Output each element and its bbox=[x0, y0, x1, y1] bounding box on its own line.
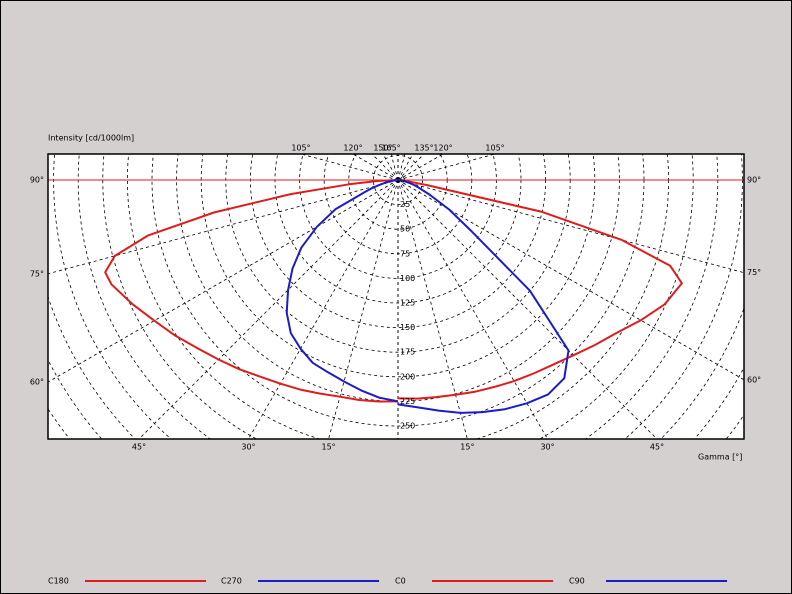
plot-border bbox=[47, 153, 745, 440]
r-tick-label: 200 bbox=[400, 372, 415, 381]
grid-ray-extra bbox=[397, 154, 406, 181]
gamma-tick-label: 120° bbox=[343, 144, 362, 153]
r-tick-label: 250 bbox=[400, 422, 415, 431]
r-tick-label: 50 bbox=[400, 225, 410, 234]
gamma-tick-label: 105° bbox=[291, 144, 310, 153]
gamma-tick-label: 165° bbox=[381, 144, 400, 153]
gamma-tick-label: 75° bbox=[747, 268, 761, 277]
grid-ray bbox=[397, 179, 468, 439]
curve bbox=[104, 179, 399, 403]
curves bbox=[104, 179, 683, 414]
curve bbox=[285, 179, 399, 403]
grid-ray bbox=[397, 154, 425, 181]
r-tick-label: 75 bbox=[400, 249, 410, 258]
r-tick-label: 175 bbox=[400, 348, 415, 357]
r-tick-label: 125 bbox=[400, 299, 415, 308]
grid-ray bbox=[397, 154, 444, 181]
gamma-tick-label: 30° bbox=[241, 443, 255, 452]
x-axis-label: Gamma [°] bbox=[698, 453, 742, 462]
gamma-tick-label: 30° bbox=[540, 443, 554, 452]
gamma-tick-label: 60° bbox=[747, 375, 761, 384]
plot-area bbox=[48, 154, 744, 439]
grid-ray bbox=[48, 179, 399, 383]
legend-label: C0 bbox=[395, 577, 406, 586]
r-tick-label: 225 bbox=[400, 397, 415, 406]
gamma-tick-label: 45° bbox=[132, 443, 146, 452]
grid-ray bbox=[382, 154, 399, 181]
legend-label: C180 bbox=[48, 577, 69, 586]
r-tick-label: 150 bbox=[400, 323, 415, 332]
legend-label: C270 bbox=[221, 577, 242, 586]
curve bbox=[397, 179, 570, 414]
grid-ray-extra bbox=[371, 154, 399, 181]
grid-ray bbox=[390, 154, 399, 181]
gamma-tick-label: 105° bbox=[485, 144, 504, 153]
grid-ray bbox=[48, 179, 399, 275]
gamma-tick-label: 150° bbox=[373, 144, 392, 153]
gamma-tick-label: 90° bbox=[747, 176, 761, 185]
gamma-tick-label: 90° bbox=[30, 176, 44, 185]
gamma-tick-label: 135° bbox=[414, 144, 433, 153]
curve bbox=[397, 179, 683, 400]
grid-ray bbox=[397, 179, 658, 439]
r-tick-label: 25 bbox=[400, 200, 410, 209]
grid-ray-extra bbox=[397, 154, 414, 181]
gamma-tick-label: 45° bbox=[650, 443, 664, 452]
legend: C180 C270 C0 C90 bbox=[48, 577, 727, 586]
gamma-tick-label: 60° bbox=[30, 378, 44, 387]
y-axis-label: Intensity [cd/1000lm] bbox=[48, 134, 134, 143]
grid-ray bbox=[397, 179, 744, 381]
grid-ray bbox=[300, 154, 399, 181]
labels: 15° 30° 45° 60° 75° 90° 105° 120° 150°165° 15° 30°… bbox=[30, 144, 761, 452]
grid-ray bbox=[352, 154, 399, 181]
grid-ray bbox=[138, 179, 399, 439]
gamma-tick-label: 15° bbox=[460, 443, 474, 452]
grid-ray bbox=[397, 154, 496, 181]
gamma-tick-label: 15° bbox=[322, 443, 336, 452]
grid-ray bbox=[248, 179, 399, 439]
grid-ray bbox=[397, 179, 548, 439]
r-tick-label: 100 bbox=[400, 274, 415, 283]
legend-label: C90 bbox=[569, 577, 585, 586]
r-tick-label: 0 bbox=[400, 176, 405, 185]
gamma-tick-label: 75° bbox=[30, 269, 44, 278]
gamma-tick-label: 120° bbox=[433, 144, 452, 153]
